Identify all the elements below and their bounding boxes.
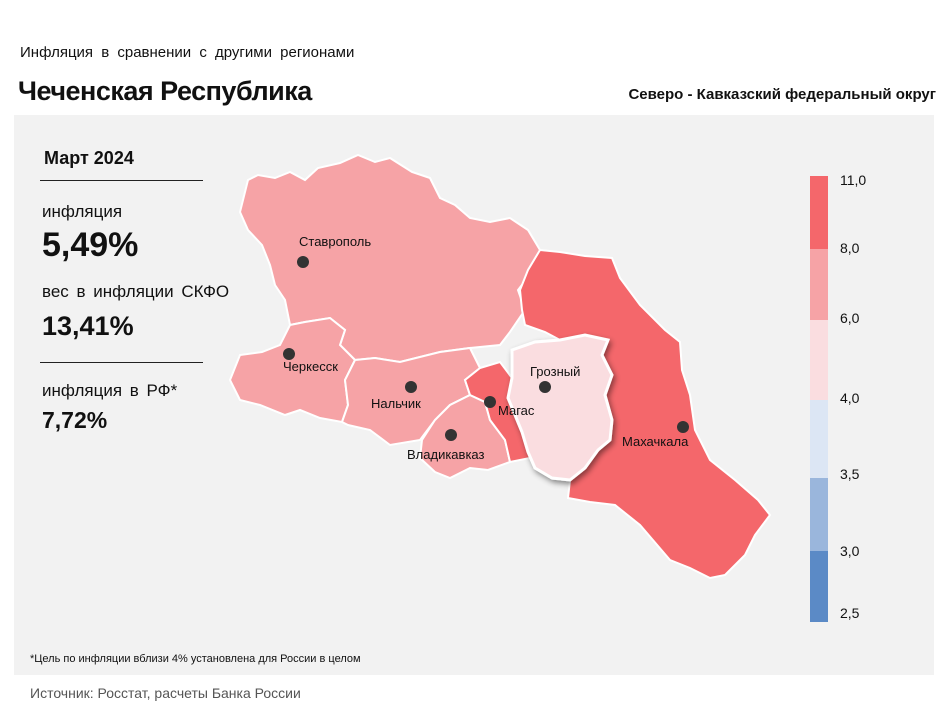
- legend-label: 4,0: [840, 390, 860, 406]
- legend-label: 3,0: [840, 543, 860, 559]
- city-marker-stavropol: [297, 256, 309, 268]
- legend-label: 3,5: [840, 466, 860, 482]
- legend-label: 2,5: [840, 605, 860, 621]
- region-chechnya[interactable]: [506, 333, 614, 482]
- legend-segment-8-11: [810, 176, 828, 249]
- weight-label: вес в инфляции СКФО: [42, 282, 230, 301]
- page-subtitle: Инфляция в сравнении с другими регионами: [20, 44, 355, 61]
- legend-label: 8,0: [840, 240, 860, 256]
- source-note: Источник: Росстат, расчеты Банка России: [30, 685, 301, 701]
- city-label-grozny: Грозный: [530, 364, 580, 379]
- inflation-label: инфляция: [42, 202, 123, 221]
- inflation-value: 5,49%: [42, 226, 139, 264]
- region-stavropol[interactable]: [238, 153, 542, 364]
- city-label-vladikavkaz: Владикавказ: [407, 447, 485, 462]
- city-marker-grozny: [539, 381, 551, 393]
- city-marker-cherkessk: [283, 348, 295, 360]
- region-karachay-cherkessia[interactable]: [228, 316, 357, 424]
- city-marker-nalchik: [405, 381, 417, 393]
- legend-segment-3-3.5: [810, 478, 828, 551]
- city-label-cherkessk: Черкесск: [283, 359, 338, 374]
- city-label-magas: Магас: [498, 403, 535, 418]
- weight-value: 13,41%: [42, 311, 134, 341]
- legend-label: 11,0: [840, 172, 867, 188]
- footnote: *Цель по инфляции вблизи 4% установлена …: [30, 653, 361, 665]
- legend-segment-6-8: [810, 249, 828, 320]
- city-marker-makhachkala: [677, 421, 689, 433]
- rf-inflation-label: инфляция в РФ*: [42, 381, 178, 400]
- city-label-makhachkala: Махачкала: [622, 434, 689, 449]
- city-marker-magas: [484, 396, 496, 408]
- legend-segment-4-6: [810, 320, 828, 400]
- legend-segment-2.5-3: [810, 551, 828, 622]
- city-label-stavropol: Ставрополь: [299, 234, 371, 249]
- divider: [40, 180, 203, 181]
- legend-label: 6,0: [840, 310, 860, 326]
- page-title: Чеченская Республика: [18, 76, 312, 106]
- divider: [40, 362, 203, 363]
- city-label-nalchik: Нальчик: [371, 396, 421, 411]
- city-marker-vladikavkaz: [445, 429, 457, 441]
- rf-inflation-value: 7,72%: [42, 407, 108, 433]
- legend-segment-3.5-4: [810, 400, 828, 478]
- period-label: Март 2024: [44, 148, 134, 168]
- district-name: Северо - Кавказский федеральный округ: [628, 86, 936, 103]
